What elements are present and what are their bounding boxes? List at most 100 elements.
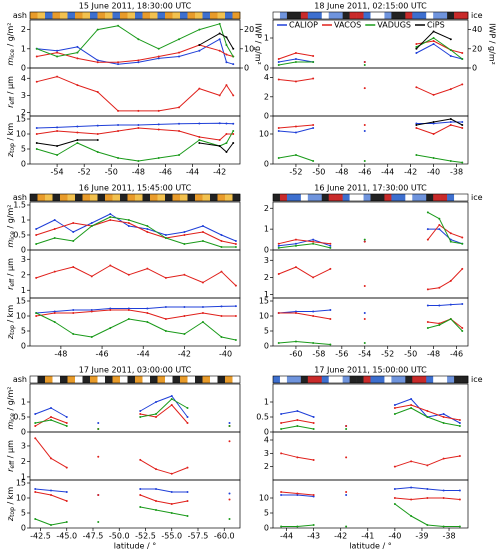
- data-point: [442, 497, 445, 499]
- y-label-subscript: eff: [9, 278, 16, 287]
- data-line: [281, 503, 460, 527]
- data-point: [363, 238, 366, 241]
- y-tick-label: 1: [21, 44, 26, 53]
- classification-strip: [45, 194, 53, 201]
- y-tick-label: 0: [21, 524, 26, 533]
- classification-strip: [37, 194, 46, 201]
- data-point: [35, 133, 38, 135]
- data-point: [90, 309, 93, 311]
- y-tick-label: 15: [259, 297, 269, 306]
- data-point: [312, 160, 315, 162]
- data-point: [277, 127, 280, 129]
- classification-strip: [328, 376, 336, 383]
- data-point: [183, 273, 186, 276]
- y-tick-label: 15: [16, 479, 26, 488]
- data-point: [56, 49, 59, 52]
- data-point: [442, 457, 445, 460]
- classification-strip: [172, 194, 181, 201]
- data-point: [426, 524, 429, 526]
- y-axis-label: ztop / km: [6, 487, 16, 522]
- classification-strip: [335, 194, 343, 201]
- data-point: [220, 336, 223, 338]
- data-point: [137, 38, 140, 41]
- classification-strip: [440, 12, 448, 19]
- data-point: [201, 240, 204, 242]
- x-tick-label: -52: [289, 168, 302, 177]
- classification-strip: [60, 194, 68, 201]
- data-line: [281, 407, 460, 430]
- data-line: [36, 127, 234, 141]
- data-point: [127, 309, 130, 311]
- x-tick-label: -38: [443, 532, 456, 541]
- x-tick-label: -40: [427, 168, 440, 177]
- data-point: [442, 422, 445, 424]
- x-tick-label: -54: [51, 168, 64, 177]
- classification-strip: [187, 194, 196, 201]
- data-point: [461, 236, 464, 239]
- data-point: [72, 231, 75, 233]
- data-point: [225, 53, 228, 56]
- data-point: [201, 321, 204, 323]
- data-point: [393, 503, 396, 505]
- data-point: [218, 145, 221, 147]
- data-point: [363, 61, 366, 63]
- data-point: [157, 57, 160, 60]
- y-tick-label: 0: [21, 160, 26, 169]
- classification-strip: [82, 12, 91, 19]
- data-point: [146, 312, 149, 314]
- data-point: [438, 223, 441, 226]
- data-point: [218, 49, 221, 52]
- data-point: [137, 109, 140, 112]
- data-point: [363, 87, 366, 90]
- y-tick-label: 10: [16, 130, 26, 139]
- data-point: [410, 460, 413, 463]
- data-point: [72, 312, 75, 314]
- classification-strip: [97, 12, 106, 19]
- data-point: [56, 130, 59, 132]
- data-line: [281, 487, 460, 497]
- y-tick-label: 2: [21, 457, 26, 466]
- data-point: [312, 242, 315, 245]
- x-tick-label: -38: [450, 168, 463, 177]
- x-tick-label: -56: [335, 350, 348, 359]
- classification-strip: [419, 194, 427, 201]
- data-point: [449, 55, 452, 57]
- data-point: [186, 500, 189, 502]
- y-tick-label: 15: [16, 297, 26, 306]
- data-point: [232, 142, 235, 144]
- data-point: [461, 83, 464, 86]
- data-point: [34, 413, 37, 415]
- classification-strip: [440, 194, 448, 201]
- strip-frame: [272, 11, 469, 20]
- legend-label: VADUGS: [377, 21, 411, 30]
- classification-strip: [328, 12, 336, 19]
- y-tick-label: 10: [16, 312, 26, 321]
- data-point: [280, 428, 283, 430]
- data-line: [36, 122, 234, 129]
- y-axis-label: reff / μm: [6, 258, 16, 290]
- x-tick-label: -52: [381, 350, 394, 359]
- classification-strip: [127, 376, 136, 383]
- subplot-frame: [272, 383, 469, 433]
- classification-strip: [384, 12, 392, 19]
- x-tick-label: -55.0: [161, 532, 182, 541]
- data-point: [294, 52, 297, 54]
- classification-strip: [279, 12, 288, 19]
- classification-strip: [180, 194, 188, 201]
- data-point: [164, 234, 167, 236]
- data-point: [53, 219, 56, 221]
- data-point: [234, 305, 237, 308]
- classification-strip: [45, 376, 53, 383]
- classification-strip: [412, 12, 420, 19]
- data-point: [449, 38, 452, 41]
- classification-strip: [286, 194, 295, 201]
- data-point: [50, 407, 52, 409]
- classification-strip: [90, 12, 98, 19]
- y-label-unit: / μm: [6, 76, 15, 97]
- data-point: [329, 267, 332, 270]
- data-point: [155, 416, 157, 418]
- data-point: [415, 122, 418, 125]
- classification-strip: [112, 194, 121, 201]
- data-point: [170, 395, 173, 397]
- classification-strip: [370, 376, 378, 383]
